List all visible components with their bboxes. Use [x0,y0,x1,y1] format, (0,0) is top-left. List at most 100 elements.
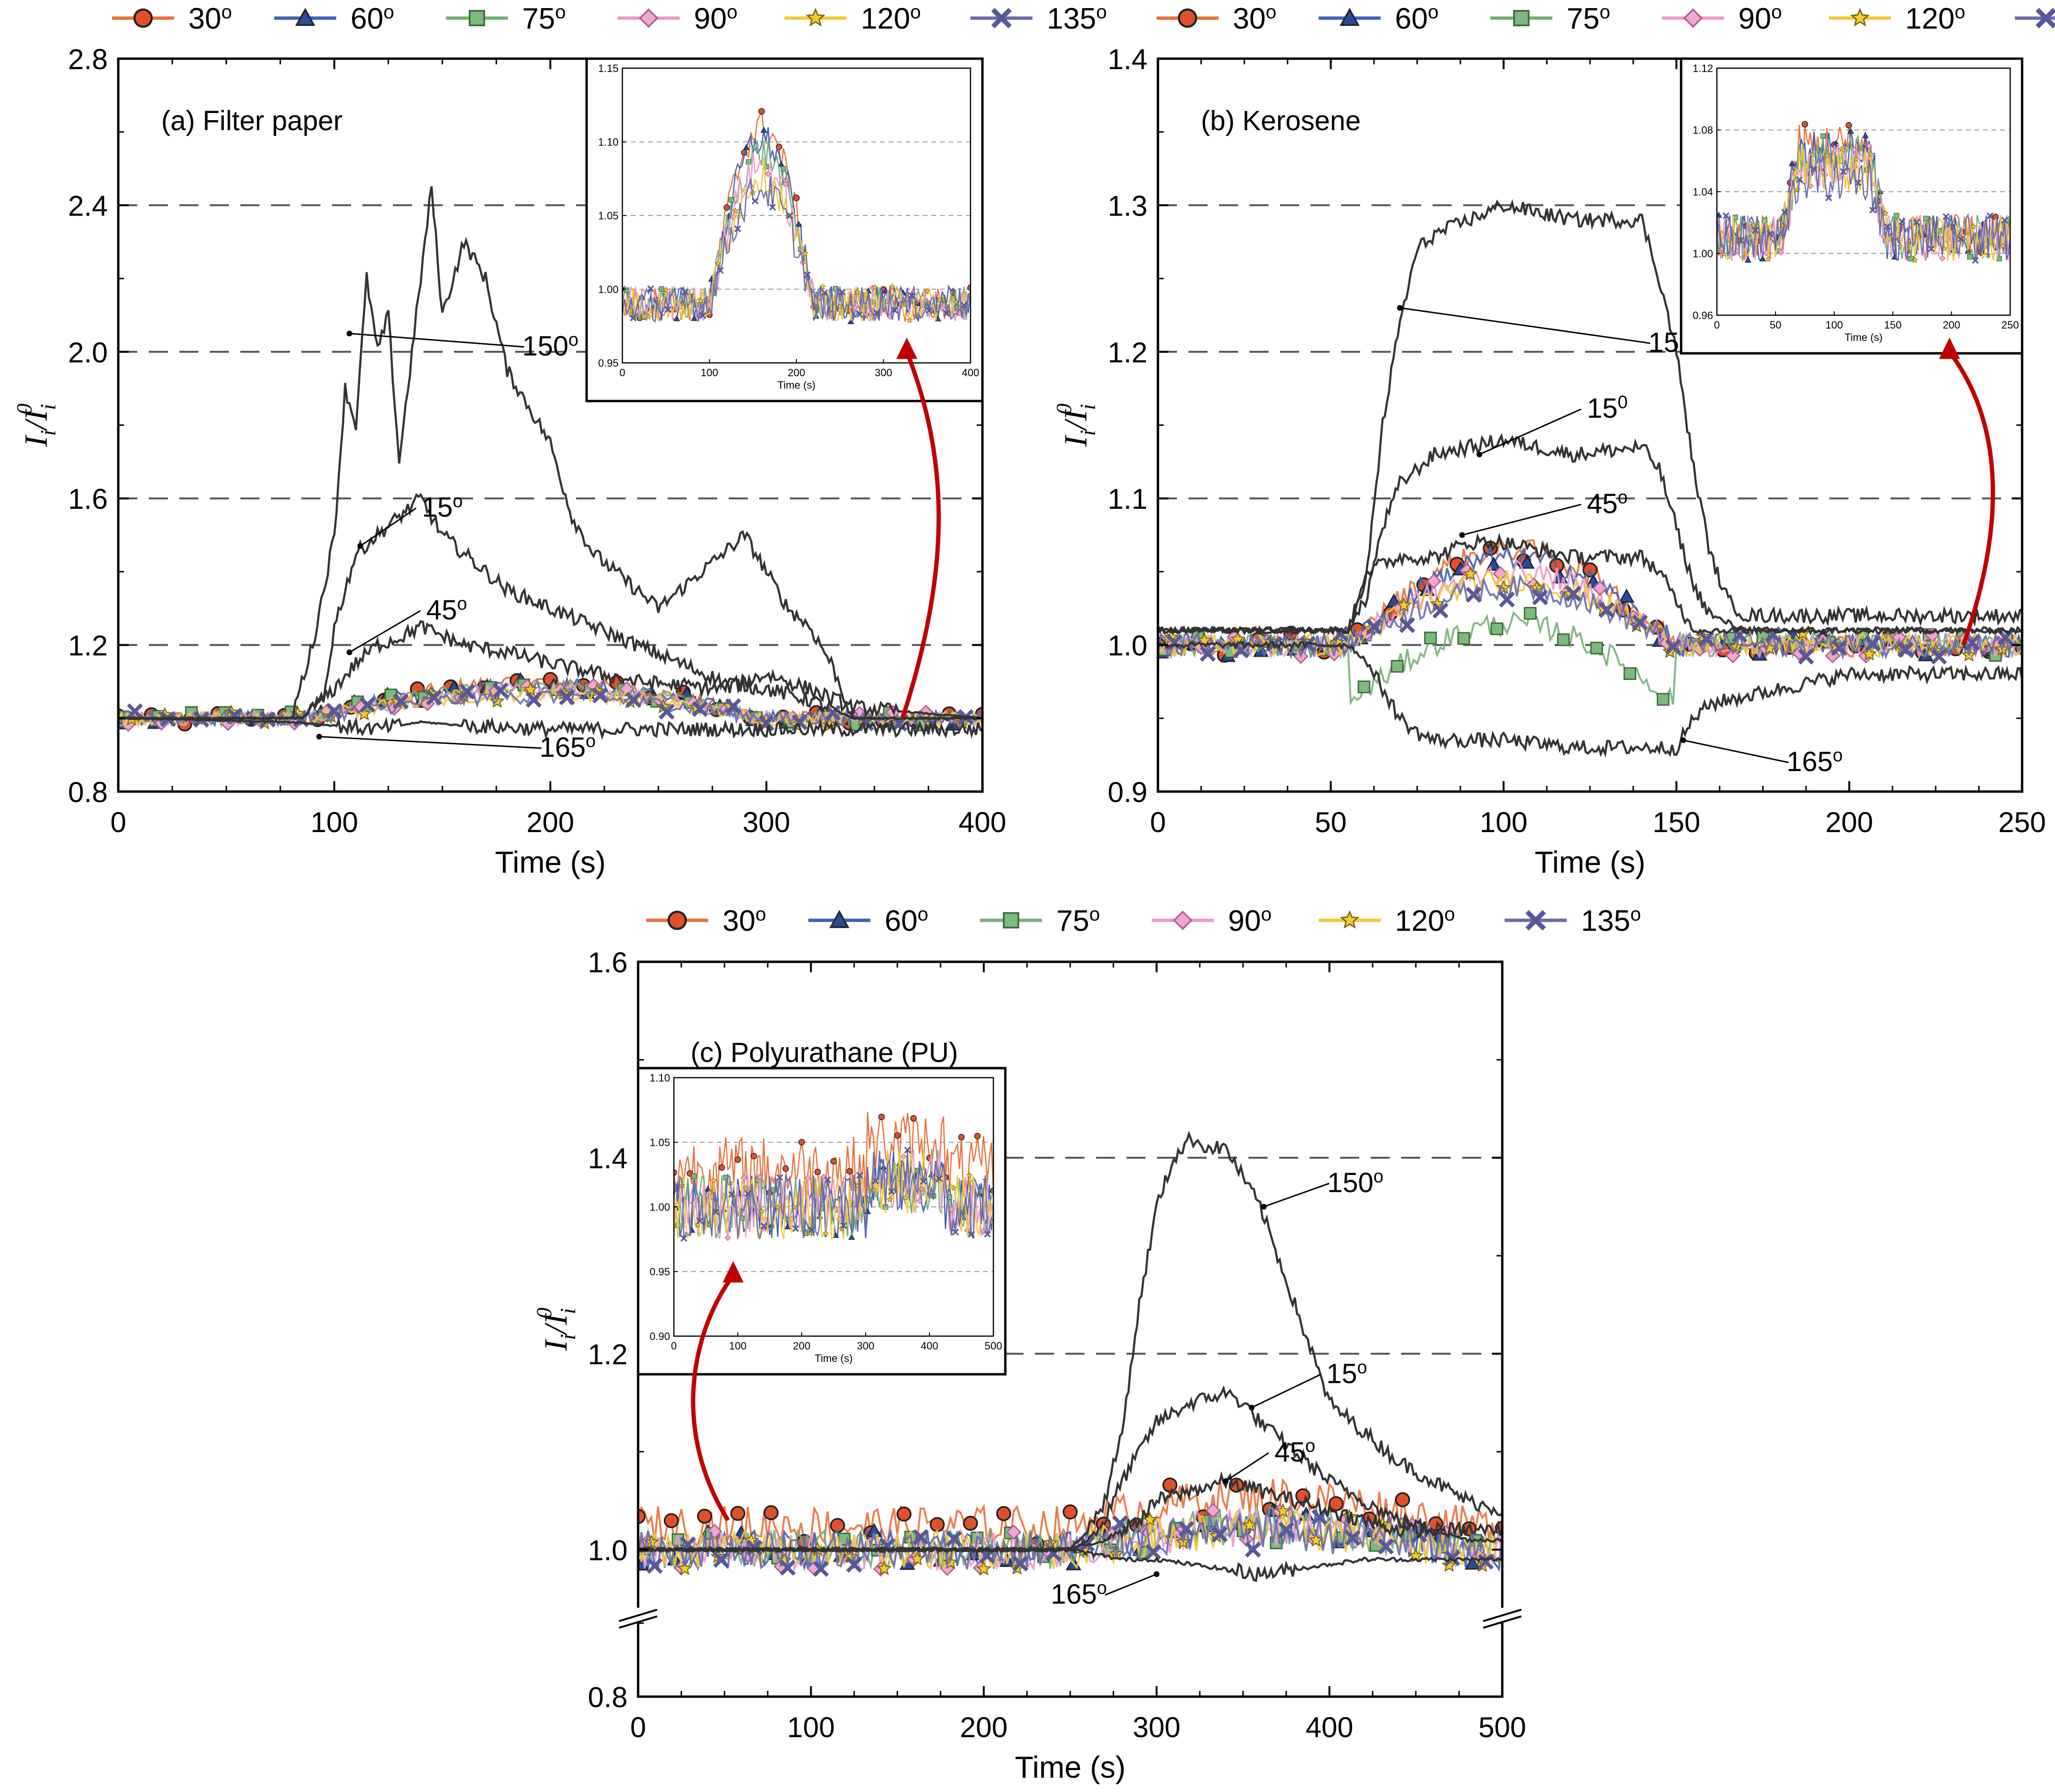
inset-marker-120 [774,1204,781,1210]
series-marker-135 [426,690,442,706]
inset-marker-120 [710,1177,717,1184]
inset-marker-135 [1869,206,1876,214]
curve-label-arrow [360,507,417,547]
inset-marker-135 [821,289,828,296]
legend-marker-icon [295,8,316,26]
inset-marker-60 [1847,127,1854,134]
series-marker-135 [1178,1521,1195,1537]
inset-marker-120 [1970,223,1977,229]
series-marker-75 [1524,607,1537,620]
inset-y-tick-label: 1.05 [598,210,619,222]
legend-bottom: 30o 60o 75o 90o 120o 135o [646,903,1641,937]
inset-marker-135 [824,1176,831,1184]
curve-label-15: 150 [1587,392,1627,424]
inset-marker-120 [966,1172,973,1178]
arrow-head-icon [1249,1404,1255,1411]
panel-title: (a) Filter paper [161,105,342,136]
axis-break-icon [1483,1608,1522,1622]
inset-marker-30 [723,204,730,211]
inset-marker-90 [1851,146,1858,153]
inset-marker-60 [1745,257,1752,263]
inset-marker-135 [752,197,759,205]
series-marker-135 [946,1531,962,1547]
inset-marker-135 [1723,212,1730,219]
legend-item-75: 75o [1490,1,1610,35]
inset-marker-30 [798,1139,805,1146]
inset-series-75 [622,140,971,322]
legend-item-75: 75o [446,1,566,35]
inset-marker-120 [836,303,844,309]
inset-pointer-arrow [1948,350,1995,646]
legend-marker-icon [468,10,485,27]
inset-marker-120 [1779,222,1787,228]
panel-b: 150o15045o165o0501001502002500.91.01.11.… [1052,43,2046,879]
series-marker-135 [392,693,409,710]
inset-marker-120 [923,287,930,294]
inset-marker-120 [1999,242,2006,249]
series-marker-135 [1931,649,1947,665]
inset-x-tick-label: 300 [875,367,892,379]
inset-y-tick-label: 0.90 [650,1330,670,1342]
legend-marker-icon [991,8,1012,29]
series-marker-135 [813,1561,829,1577]
legend-item-75: 75o [980,903,1100,937]
curve-label-150: 150o [1327,1166,1384,1198]
inset-marker-120 [918,1185,925,1192]
curve-label-45: 45o [1587,487,1627,519]
panel-title: (c) Polyurathane (PU) [691,1037,958,1068]
inset-x-tick-label: 200 [793,1340,811,1352]
curve-label-165: 165o [1051,1578,1107,1610]
inset-marker-135 [936,1175,943,1182]
legend-item-120: 120o [785,1,921,35]
curve-label-arrow [1400,307,1651,344]
series-marker-135 [526,691,542,708]
legend-label: 30o [1233,1,1276,35]
inset-frame [585,57,984,402]
black-series-45o [1158,533,2022,636]
inset-marker-135 [717,267,724,274]
series-marker-135 [1532,589,1549,606]
inset-marker-135 [960,301,968,309]
series-marker-30 [896,1506,912,1522]
arrow-head-icon [1260,1204,1267,1210]
inset-marker-135 [904,1146,911,1153]
legend-label: 75o [1567,1,1610,35]
inset-marker-120 [906,317,913,323]
legend-label: 60o [1395,1,1438,35]
legend-label: 135o [1047,1,1107,35]
series-marker-135 [492,682,509,699]
inset-marker-120 [1721,250,1728,257]
curve-label-arrow [349,610,421,653]
inset-marker-60 [760,126,767,133]
series-marker-135 [1698,631,1714,647]
inset-marker-60 [673,315,681,321]
x-tick-label: 200 [1826,806,1873,838]
inset-marker-30 [674,1169,677,1176]
x-axis-label: Time (s) [1015,1750,1126,1784]
series-marker-135 [692,701,708,717]
series-marker-30 [996,1506,1012,1521]
legend-label: 90o [694,1,737,35]
x-tick-label: 50 [1315,806,1347,838]
series-marker-135 [1278,1522,1294,1538]
legend-item-30: 30o [646,903,766,937]
legend-marker-icon [2035,8,2055,29]
inset-marker-30 [846,1168,853,1175]
legend-label: 30o [188,1,232,35]
series-marker-135 [459,683,475,700]
series-marker-135 [725,698,742,714]
series-marker-135 [779,1560,796,1576]
series-marker-60 [1464,1555,1480,1570]
x-tick-label: 0 [1150,806,1166,838]
inset-marker-75 [723,1174,729,1181]
legend-item-60: 60o [274,1,394,35]
inset-marker-30 [894,1132,901,1139]
inset-marker-120 [662,286,670,293]
x-tick-label: 0 [630,1711,646,1743]
inset-marker-90 [756,1173,763,1180]
x-tick-label: 400 [959,806,1006,838]
series-marker-30 [730,1506,745,1521]
series-marker-135 [1366,618,1382,635]
inset-y-tick-label: 1.00 [598,284,619,296]
